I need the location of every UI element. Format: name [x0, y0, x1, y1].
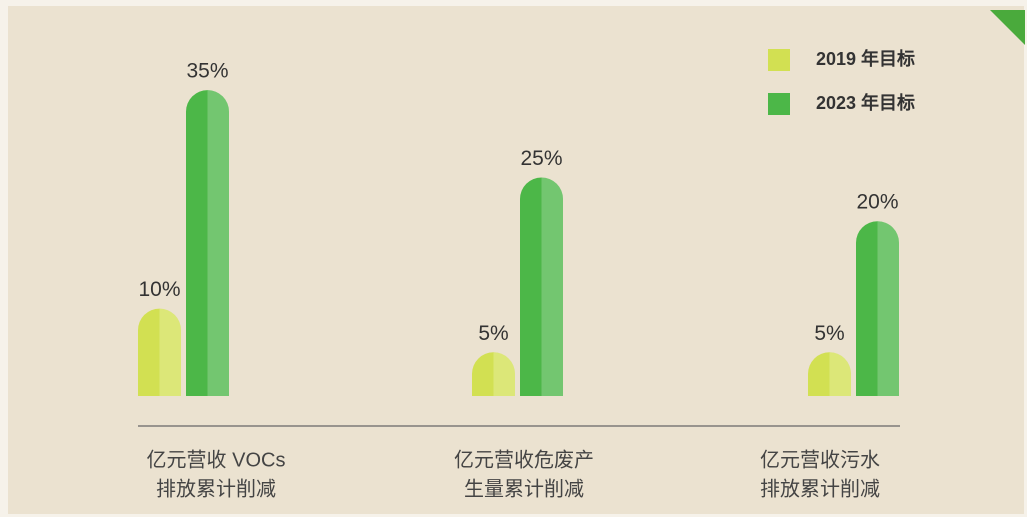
value-label: 20%	[856, 191, 898, 214]
category-label: 亿元营收 VOCs	[147, 448, 286, 471]
category-label: 排放累计削减	[156, 477, 276, 500]
category-label: 排放累计削减	[760, 477, 880, 500]
legend-swatch	[768, 49, 790, 71]
value-label: 35%	[186, 60, 228, 83]
category-label: 亿元营收污水	[760, 448, 880, 471]
bar	[856, 221, 899, 396]
legend-label: 2023 年目标	[816, 92, 915, 113]
bar	[472, 352, 515, 396]
bar	[520, 177, 563, 396]
panel	[8, 6, 1024, 514]
category-label: 生量累计削减	[464, 477, 584, 500]
bar	[138, 308, 181, 396]
value-label: 5%	[478, 322, 508, 345]
value-label: 5%	[814, 322, 844, 345]
value-label: 10%	[138, 278, 180, 301]
value-label: 25%	[520, 147, 562, 170]
bar	[808, 352, 851, 396]
corner	[990, 10, 1025, 45]
legend-label: 2019 年目标	[816, 48, 915, 69]
legend-swatch	[768, 93, 790, 115]
category-label: 亿元营收危废产	[454, 448, 594, 471]
bar	[186, 90, 229, 396]
